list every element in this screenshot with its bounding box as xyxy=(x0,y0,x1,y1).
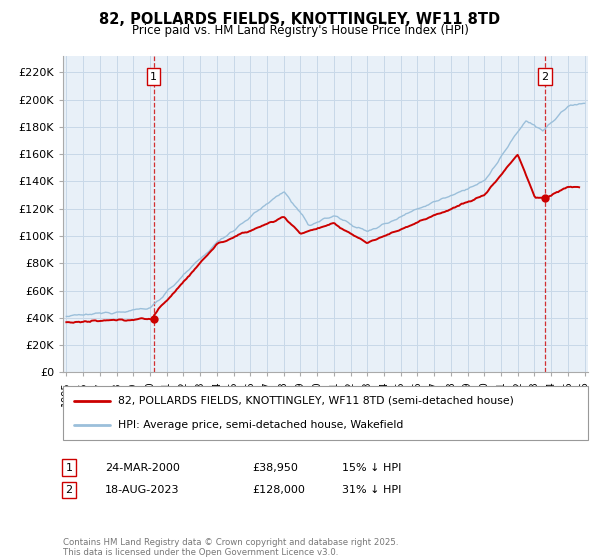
Text: 15% ↓ HPI: 15% ↓ HPI xyxy=(342,463,401,473)
FancyBboxPatch shape xyxy=(63,386,588,440)
Text: 31% ↓ HPI: 31% ↓ HPI xyxy=(342,485,401,495)
Text: 24-MAR-2000: 24-MAR-2000 xyxy=(105,463,180,473)
Text: Price paid vs. HM Land Registry's House Price Index (HPI): Price paid vs. HM Land Registry's House … xyxy=(131,24,469,36)
Text: 18-AUG-2023: 18-AUG-2023 xyxy=(105,485,179,495)
Text: 82, POLLARDS FIELDS, KNOTTINGLEY, WF11 8TD (semi-detached house): 82, POLLARDS FIELDS, KNOTTINGLEY, WF11 8… xyxy=(118,396,514,406)
Text: 2: 2 xyxy=(65,485,73,495)
Text: £38,950: £38,950 xyxy=(252,463,298,473)
Text: 1: 1 xyxy=(65,463,73,473)
Text: 82, POLLARDS FIELDS, KNOTTINGLEY, WF11 8TD: 82, POLLARDS FIELDS, KNOTTINGLEY, WF11 8… xyxy=(100,12,500,27)
Text: HPI: Average price, semi-detached house, Wakefield: HPI: Average price, semi-detached house,… xyxy=(118,420,404,430)
Text: 1: 1 xyxy=(150,72,157,82)
Text: Contains HM Land Registry data © Crown copyright and database right 2025.
This d: Contains HM Land Registry data © Crown c… xyxy=(63,538,398,557)
Text: 2: 2 xyxy=(541,72,548,82)
Text: £128,000: £128,000 xyxy=(252,485,305,495)
